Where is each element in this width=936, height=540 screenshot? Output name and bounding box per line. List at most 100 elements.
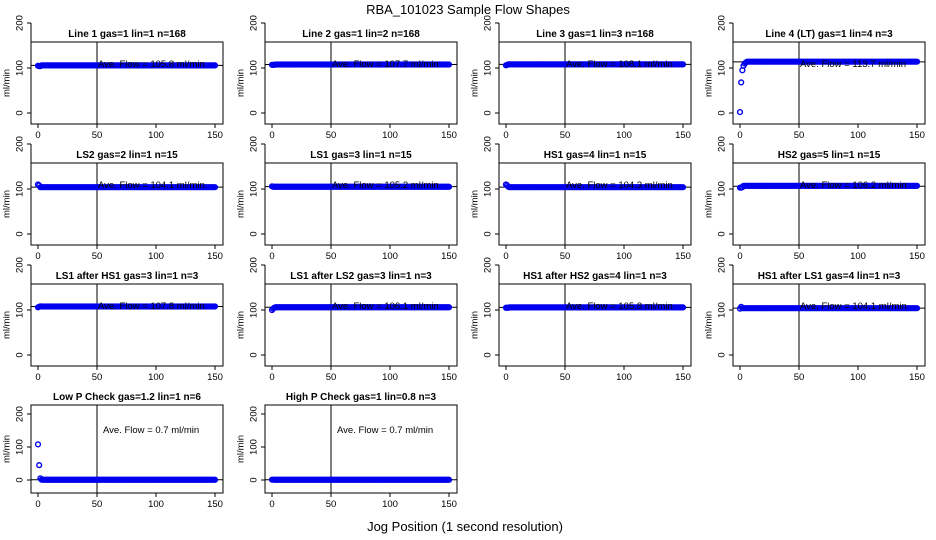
y-tick-label: 200 <box>483 257 494 273</box>
panel-frame <box>30 162 224 246</box>
panel-11: HS1 after HS2 gas=4 lin=1 n=3 0 50 100 150 0 1… <box>470 257 692 383</box>
x-tick-label: 100 <box>850 372 866 383</box>
x-tick-label: 150 <box>675 130 691 141</box>
x-tick-label: 100 <box>148 130 164 141</box>
x-tick-label: 50 <box>560 130 571 141</box>
series-points <box>34 303 219 311</box>
x-tick-label: 100 <box>382 372 398 383</box>
panel-frame <box>732 283 926 367</box>
data-point <box>445 61 453 68</box>
series-points <box>268 183 453 190</box>
average-flow-annotation: Ave. Flow = 113.7 ml/min <box>800 59 906 70</box>
y-tick-label: 200 <box>249 15 260 31</box>
x-tick-label: 100 <box>616 372 632 383</box>
y-tick-label: 100 <box>717 60 728 76</box>
y-tick-label: 0 <box>15 110 26 115</box>
y-axis-label: ml/min <box>236 190 247 218</box>
series-points <box>736 182 921 191</box>
y-axis-label: ml/min <box>470 69 481 97</box>
series-points <box>502 61 687 69</box>
y-axis-label: ml/min <box>470 311 481 339</box>
y-tick-label: 100 <box>15 439 26 455</box>
y-tick-label: 200 <box>483 15 494 31</box>
x-tick-label: 50 <box>794 251 805 262</box>
y-tick-label: 200 <box>249 257 260 273</box>
x-tick-label: 0 <box>35 499 40 510</box>
x-tick-label: 100 <box>616 251 632 262</box>
x-tick-label: 0 <box>503 372 508 383</box>
panel-title: HS2 gas=5 lin=1 n=15 <box>778 150 881 161</box>
x-tick-label: 150 <box>675 251 691 262</box>
x-tick-label: 50 <box>560 372 571 383</box>
panel-12: HS1 after LS1 gas=4 lin=1 n=3 0 50 100 150 0 1… <box>704 257 926 383</box>
y-tick-label: 100 <box>717 181 728 197</box>
panel-frame <box>498 162 692 246</box>
x-tick-label: 150 <box>675 372 691 383</box>
x-tick-label: 150 <box>441 251 457 262</box>
panel-13: Low P Check gas=1.2 lin=1 n=6 0 50 100 150 0 1… <box>2 392 224 510</box>
panel-title: HS1 after HS2 gas=4 lin=1 n=3 <box>523 271 667 282</box>
panel-title: Line 4 (LT) gas=1 lin=4 n=3 <box>765 29 893 40</box>
x-tick-label: 50 <box>92 372 103 383</box>
y-tick-label: 0 <box>483 231 494 236</box>
data-point <box>679 61 687 68</box>
series-points <box>502 304 687 311</box>
y-tick-label: 0 <box>249 231 260 236</box>
y-tick-label: 200 <box>249 406 260 422</box>
x-tick-label: 100 <box>382 130 398 141</box>
panel-frame <box>264 162 458 246</box>
panel-title: HS1 gas=4 lin=1 n=15 <box>544 150 647 161</box>
panel-2: Line 2 gas=1 lin=2 n=168 0 50 100 150 0 100 200… <box>236 15 458 141</box>
data-point <box>679 184 687 191</box>
y-tick-label: 0 <box>15 231 26 236</box>
y-axis-label: ml/min <box>2 311 13 339</box>
panel-title: Line 3 gas=1 lin=3 n=168 <box>536 29 654 40</box>
x-tick-label: 50 <box>326 251 337 262</box>
y-tick-label: 200 <box>483 136 494 152</box>
average-flow-annotation: Ave. Flow = 107.8 ml/min <box>98 301 205 312</box>
panel-5: LS2 gas=2 lin=1 n=15 0 50 100 150 0 100 200 ml/m… <box>2 136 224 262</box>
y-tick-label: 200 <box>15 257 26 273</box>
x-tick-label: 0 <box>503 130 508 141</box>
y-tick-label: 100 <box>249 439 260 455</box>
x-tick-label: 100 <box>850 130 866 141</box>
x-axis-label: Jog Position (1 second resolution) <box>367 519 563 534</box>
x-tick-label: 0 <box>35 372 40 383</box>
x-tick-label: 0 <box>269 372 274 383</box>
x-tick-label: 150 <box>909 251 925 262</box>
average-flow-annotation: Ave. Flow = 106.1 ml/min <box>332 301 439 312</box>
panel-title: Line 2 gas=1 lin=2 n=168 <box>302 29 420 40</box>
panels-grid: Line 1 gas=1 lin=1 n=168 0 50 100 150 0 100 200… <box>2 15 926 510</box>
x-tick-label: 50 <box>92 130 103 141</box>
x-tick-label: 150 <box>441 130 457 141</box>
panel-9: LS1 after HS1 gas=3 lin=1 n=3 0 50 100 150 0 1… <box>2 257 224 383</box>
y-tick-label: 0 <box>249 110 260 115</box>
x-tick-label: 0 <box>503 251 508 262</box>
panel-10: LS1 after LS2 gas=3 lin=1 n=3 0 50 100 150 0 1… <box>236 257 458 383</box>
data-point <box>445 304 453 311</box>
data-point <box>36 462 43 469</box>
x-tick-label: 0 <box>269 499 274 510</box>
panel-title: LS2 gas=2 lin=1 n=15 <box>76 150 178 161</box>
data-point <box>679 304 687 311</box>
panel-title: LS1 gas=3 lin=1 n=15 <box>310 150 412 161</box>
y-tick-label: 100 <box>249 60 260 76</box>
panel-title: Low P Check gas=1.2 lin=1 n=6 <box>53 392 201 403</box>
panel-frame <box>498 41 692 125</box>
x-tick-label: 100 <box>616 130 632 141</box>
x-tick-label: 150 <box>207 499 223 510</box>
x-tick-label: 0 <box>737 251 742 262</box>
y-tick-label: 100 <box>483 60 494 76</box>
y-tick-label: 100 <box>15 181 26 197</box>
y-tick-label: 200 <box>15 15 26 31</box>
x-tick-label: 50 <box>560 251 571 262</box>
data-point <box>34 441 42 448</box>
x-tick-label: 150 <box>441 499 457 510</box>
panel-3: Line 3 gas=1 lin=3 n=168 0 50 100 150 0 100 200… <box>470 15 692 141</box>
data-point <box>738 79 745 86</box>
average-flow-annotation: Ave. Flow = 108.1 ml/min <box>566 59 673 70</box>
y-tick-label: 100 <box>249 302 260 318</box>
x-tick-label: 100 <box>148 499 164 510</box>
y-tick-label: 0 <box>249 352 260 357</box>
